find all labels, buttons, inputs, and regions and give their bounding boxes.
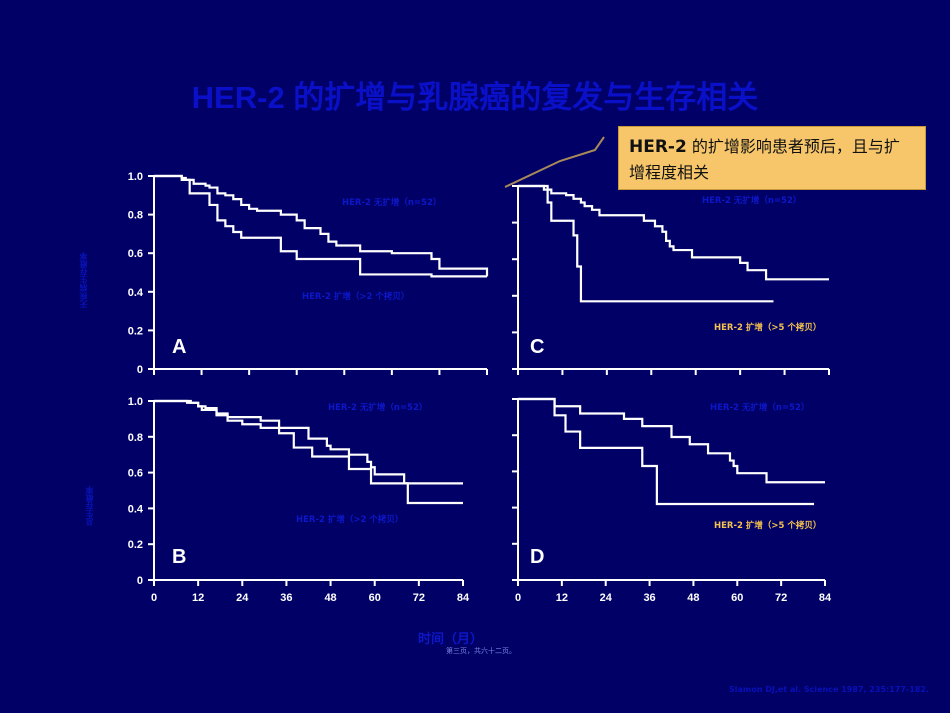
- svg-text:24: 24: [600, 592, 613, 604]
- svg-text:60: 60: [731, 592, 743, 604]
- legend-b-no-amp: HER-2 无扩增（n=52）: [328, 403, 428, 413]
- svg-text:12: 12: [556, 592, 568, 604]
- svg-text:A: A: [172, 336, 186, 358]
- callout-pointer: [504, 136, 605, 188]
- panel-a: 0 0.2 0.4 0.6 0.8 1.0 A: [128, 171, 489, 376]
- svg-text:36: 36: [280, 592, 292, 604]
- svg-text:0.2: 0.2: [128, 539, 143, 551]
- svg-text:48: 48: [324, 592, 336, 604]
- legend-d-no-amp: HER-2 无扩增（n=52）: [710, 403, 810, 413]
- svg-text:72: 72: [775, 592, 787, 604]
- callout-text: 的扩增影响患者预后，且与扩增程度相关: [629, 137, 900, 182]
- panel-d: 0 12 24 36 48 60 72 84 D: [512, 397, 832, 604]
- legend-c-no-amp: HER-2 无扩增（n=52）: [702, 196, 802, 206]
- legend-d-amp: HER-2 扩增（>5 个拷贝）: [714, 521, 822, 531]
- svg-text:D: D: [530, 546, 544, 568]
- svg-text:12: 12: [192, 592, 204, 604]
- svg-text:36: 36: [643, 592, 655, 604]
- legend-a-no-amp: HER-2 无扩增（n=52）: [342, 198, 442, 208]
- panel-c: C: [512, 184, 830, 375]
- svg-text:0.2: 0.2: [128, 325, 143, 337]
- svg-text:24: 24: [236, 592, 249, 604]
- svg-text:84: 84: [819, 592, 832, 604]
- svg-text:0.4: 0.4: [128, 287, 144, 299]
- svg-text:0: 0: [151, 592, 157, 604]
- svg-text:84: 84: [457, 592, 470, 604]
- svg-text:0: 0: [137, 364, 143, 376]
- svg-text:48: 48: [687, 592, 699, 604]
- svg-text:72: 72: [413, 592, 425, 604]
- svg-text:0.4: 0.4: [128, 503, 144, 515]
- legend-b-amp: HER-2 扩增（>2 个拷贝）: [296, 515, 404, 525]
- citation: Slamon DJ,et al. Science 1987, 235:177-1…: [729, 685, 929, 694]
- svg-text:0.6: 0.6: [128, 468, 143, 480]
- y-axis-label-top: 无疾病生存概率: [79, 252, 88, 308]
- legend-c-amp: HER-2 扩增（>5 个拷贝）: [714, 323, 822, 333]
- legend-a-amp: HER-2 扩增（>2 个拷贝）: [302, 292, 410, 302]
- svg-text:B: B: [172, 546, 186, 568]
- callout-bold: HER-2: [629, 137, 687, 157]
- callout-box: HER-2 的扩增影响患者预后，且与扩增程度相关: [618, 126, 926, 190]
- svg-text:0.6: 0.6: [128, 248, 143, 260]
- svg-text:60: 60: [369, 592, 381, 604]
- svg-text:1.0: 1.0: [128, 171, 143, 183]
- svg-text:0: 0: [515, 592, 521, 604]
- svg-text:1.0: 1.0: [128, 396, 143, 408]
- svg-text:0.8: 0.8: [128, 210, 143, 222]
- svg-text:0.8: 0.8: [128, 432, 143, 444]
- x-axis-label: 时间（月）: [418, 632, 484, 647]
- panel-b: 0 0.2 0.4 0.6 0.8 1.0 0 12 24 36 48 60 72 84 B: [128, 396, 470, 604]
- svg-text:0: 0: [137, 575, 143, 587]
- y-axis-label-bottom: 总生存概率: [85, 486, 94, 526]
- slide-title: HER-2 的扩增与乳腺癌的复发与生存相关: [191, 80, 759, 115]
- page-number: 第三页，共六十二页。: [446, 647, 516, 655]
- svg-text:C: C: [530, 336, 544, 358]
